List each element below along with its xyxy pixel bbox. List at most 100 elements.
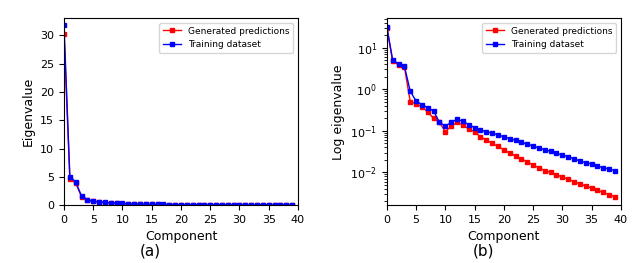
Generated predictions (512, 154, 520, 158)
Training dataset (453, 118, 461, 121)
Training dataset (605, 168, 613, 171)
Generated predictions (183, 203, 191, 206)
Training dataset (282, 204, 290, 207)
Generated predictions (90, 200, 97, 203)
Training dataset (107, 201, 115, 204)
Generated predictions (159, 203, 167, 206)
Generated predictions (230, 203, 237, 206)
Generated predictions (60, 32, 68, 35)
Legend: Generated predictions, Training dataset: Generated predictions, Training dataset (159, 23, 293, 53)
Training dataset (247, 203, 255, 206)
Generated predictions (200, 203, 208, 206)
Training dataset (524, 143, 531, 146)
Generated predictions (559, 175, 566, 179)
Training dataset (66, 175, 74, 178)
X-axis label: Component: Component (468, 230, 540, 244)
Training dataset (593, 165, 601, 168)
Training dataset (177, 203, 185, 206)
Generated predictions (552, 173, 560, 176)
Generated predictions (265, 204, 273, 207)
Training dataset (77, 195, 85, 198)
Training dataset (84, 198, 92, 201)
Training dataset (442, 124, 449, 128)
Generated predictions (395, 63, 403, 66)
Generated predictions (241, 203, 249, 206)
Generated predictions (195, 203, 202, 206)
Text: (b): (b) (472, 243, 494, 258)
Generated predictions (125, 202, 132, 205)
Training dataset (195, 203, 202, 206)
Training dataset (547, 150, 554, 153)
Generated predictions (259, 203, 267, 206)
Generated predictions (282, 204, 290, 207)
Generated predictions (582, 184, 589, 188)
Generated predictions (288, 204, 296, 207)
Generated predictions (218, 203, 226, 206)
Generated predictions (588, 186, 595, 190)
Training dataset (131, 202, 138, 205)
Generated predictions (84, 199, 92, 202)
Generated predictions (212, 203, 220, 206)
Line: Generated predictions: Generated predictions (385, 26, 617, 199)
Generated predictions (600, 191, 607, 194)
Generated predictions (142, 203, 150, 206)
Training dataset (471, 126, 479, 129)
Generated predictions (430, 117, 438, 120)
Training dataset (535, 146, 543, 149)
Generated predictions (477, 135, 484, 138)
Generated predictions (177, 203, 185, 206)
Training dataset (600, 166, 607, 169)
Generated predictions (442, 130, 449, 133)
Training dataset (529, 144, 537, 148)
Line: Training dataset: Training dataset (385, 25, 617, 173)
Training dataset (494, 133, 502, 136)
Generated predictions (154, 203, 161, 206)
Generated predictions (570, 180, 578, 183)
Generated predictions (471, 130, 479, 133)
Generated predictions (529, 164, 537, 167)
Generated predictions (113, 202, 120, 205)
Generated predictions (136, 203, 144, 206)
Training dataset (159, 203, 167, 206)
Generated predictions (247, 203, 255, 206)
Generated predictions (447, 124, 455, 128)
Training dataset (401, 65, 408, 68)
Training dataset (142, 203, 150, 206)
Training dataset (113, 202, 120, 205)
Training dataset (236, 203, 243, 206)
Generated predictions (224, 203, 232, 206)
Line: Generated predictions: Generated predictions (62, 32, 294, 207)
Generated predictions (535, 166, 543, 169)
Training dataset (212, 203, 220, 206)
Generated predictions (494, 145, 502, 148)
Training dataset (118, 202, 126, 205)
Training dataset (418, 103, 426, 106)
Training dataset (447, 121, 455, 124)
Text: (a): (a) (140, 243, 161, 258)
Training dataset (564, 155, 572, 158)
Training dataset (271, 204, 278, 207)
Training dataset (483, 130, 490, 133)
Generated predictions (389, 60, 397, 63)
Training dataset (512, 139, 520, 142)
Training dataset (165, 203, 173, 206)
Training dataset (518, 141, 525, 144)
Generated predictions (206, 203, 214, 206)
Training dataset (488, 132, 496, 135)
Training dataset (588, 162, 595, 165)
Training dataset (506, 137, 513, 140)
Generated predictions (524, 160, 531, 163)
Generated predictions (483, 138, 490, 141)
Training dataset (72, 180, 79, 184)
Training dataset (154, 203, 161, 206)
Generated predictions (406, 100, 414, 103)
Training dataset (582, 161, 589, 164)
Training dataset (465, 123, 472, 126)
Line: Training dataset: Training dataset (62, 23, 294, 207)
Generated predictions (189, 203, 196, 206)
Generated predictions (564, 178, 572, 181)
Training dataset (230, 203, 237, 206)
Generated predictions (412, 102, 420, 105)
Training dataset (406, 90, 414, 93)
Generated predictions (488, 142, 496, 145)
